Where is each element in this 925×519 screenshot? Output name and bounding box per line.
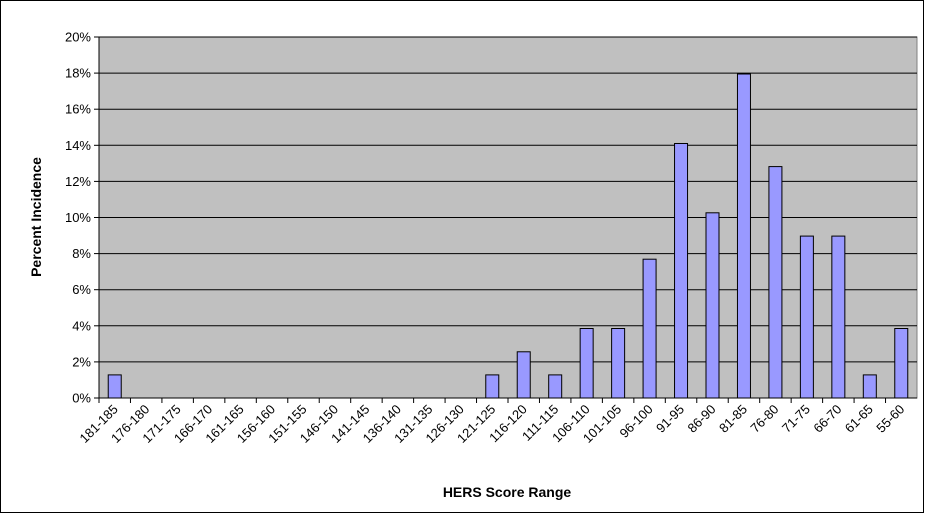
y-tick-label: 14% xyxy=(65,138,91,153)
y-tick-label: 2% xyxy=(72,354,91,369)
bar xyxy=(831,235,846,399)
bar xyxy=(705,212,720,399)
bar xyxy=(674,142,689,399)
bar xyxy=(642,258,657,399)
bar xyxy=(516,351,531,399)
y-tick-label: 4% xyxy=(72,318,91,333)
bar xyxy=(736,73,751,399)
bar xyxy=(611,328,626,399)
bar xyxy=(579,328,594,399)
y-tick-label: 0% xyxy=(72,391,91,406)
y-tick-label: 8% xyxy=(72,246,91,261)
bar xyxy=(799,235,814,399)
y-tick-label: 6% xyxy=(72,282,91,297)
bar xyxy=(548,374,563,399)
y-axis-title: Percent Incidence xyxy=(28,157,44,277)
bar xyxy=(107,374,122,399)
y-tick-label: 10% xyxy=(65,210,91,225)
y-tick-label: 18% xyxy=(65,66,91,81)
bar xyxy=(485,374,500,399)
bar xyxy=(768,166,783,399)
bar xyxy=(862,374,877,399)
y-tick-label: 12% xyxy=(65,174,91,189)
x-axis-title: HERS Score Range xyxy=(443,484,572,500)
bar xyxy=(894,328,909,399)
y-tick-label: 20% xyxy=(65,30,91,45)
y-tick-label: 16% xyxy=(65,102,91,117)
